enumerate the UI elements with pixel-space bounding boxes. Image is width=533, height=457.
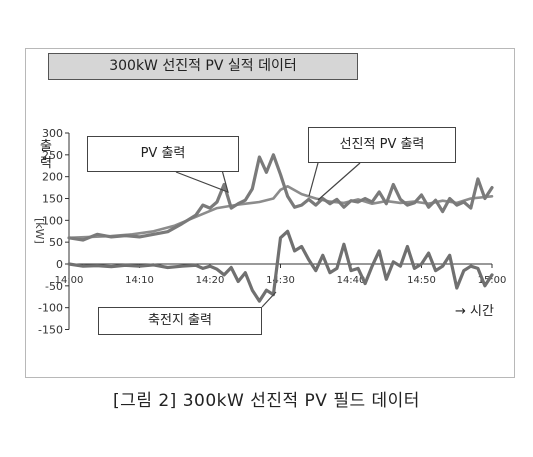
y-tick-label: 0 [56,258,63,271]
callout-pointers [175,162,361,308]
y-tick-label: 300 [42,127,63,140]
callout-selected-pv-pointer-a [308,162,319,197]
chart-series-group [67,153,494,303]
series-line [67,153,494,242]
y-tick-label: -50 [45,280,63,293]
callout-selected-pv-output: 선진적 PV 출력 [308,127,456,163]
x-tick-label: 14:10 [125,275,154,286]
callout-battery-pointer [261,291,277,308]
y-tick-label: 200 [42,171,63,184]
time-arrow-label: → 시간 [455,304,494,319]
callout-selected-pv-pointer-b [317,162,361,201]
x-tick-label: 14:30 [266,275,295,286]
y-tick-label: -100 [38,302,63,315]
y-tick-label: 150 [42,193,63,206]
chart-title: 300kW 선진적 PV 실적 데이터 [48,53,358,80]
x-tick-label: 15:00 [478,275,507,286]
chart-axes: 300 250 200 150 100 50 0 -50 -100 -150 14:00 14:10 1… [33,127,506,337]
callout-pv-output: PV 출력 [87,136,239,172]
x-tick-label: 14:00 [55,275,84,286]
y-tick-label: -150 [38,324,63,337]
y-tick-label: 50 [49,236,63,249]
callout-pv-pointer [175,169,229,193]
x-tick-label: 14:50 [407,275,436,286]
y-tick-label: 250 [42,149,63,162]
x-tick-label: 14:40 [337,275,366,286]
y-axis-unit-label: [kW] [33,218,46,244]
series-line [67,229,494,303]
figure-caption: [그림 2] 300kW 선진적 PV 필드 데이터 [113,391,420,411]
series-line [67,185,494,240]
x-tick-label: 14:20 [196,275,225,286]
y-tick-label: 100 [42,214,63,227]
callout-battery-output: 축전지 출력 [98,307,262,335]
